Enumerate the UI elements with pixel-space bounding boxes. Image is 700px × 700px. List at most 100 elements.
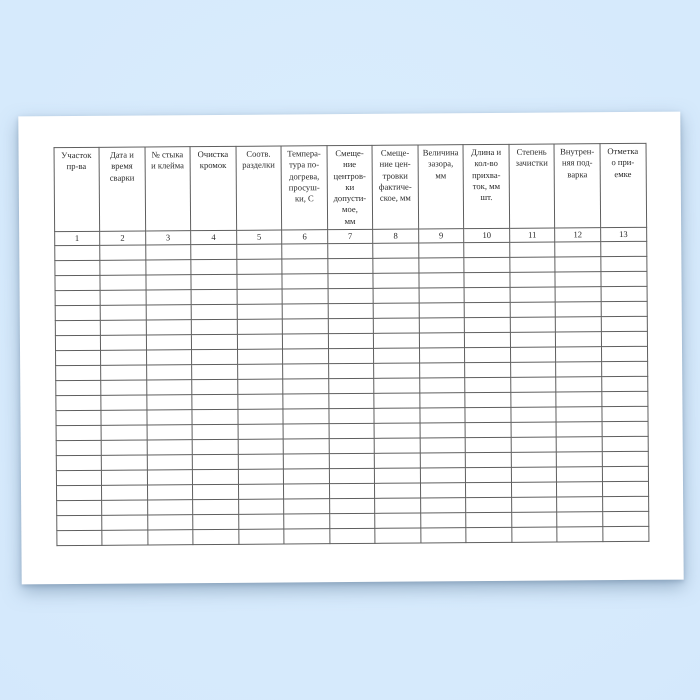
empty-cell <box>101 469 148 486</box>
empty-cell <box>327 258 374 274</box>
empty-cell <box>419 437 466 453</box>
column-number-11: 11 <box>509 228 556 243</box>
empty-cell <box>509 301 556 318</box>
empty-cell <box>511 496 558 513</box>
empty-cell <box>418 272 465 289</box>
empty-cell <box>282 363 329 380</box>
empty-cell <box>373 258 419 274</box>
empty-cell <box>327 318 374 334</box>
empty-cell <box>374 422 420 439</box>
empty-cell <box>465 407 511 423</box>
empty-cell <box>466 527 512 543</box>
empty-cell <box>54 275 101 291</box>
empty-cell <box>510 331 556 348</box>
empty-cell <box>237 393 284 410</box>
empty-cell <box>56 485 102 501</box>
empty-cell <box>510 346 556 363</box>
empty-cell <box>555 271 601 288</box>
column-number-12: 12 <box>554 227 601 243</box>
empty-cell <box>329 483 375 499</box>
empty-cell <box>282 273 328 290</box>
empty-cell <box>601 331 647 347</box>
welding-log-form-table: Участок пр-ва Дата и время сварки № стыка … <box>53 142 649 547</box>
empty-cell <box>555 331 602 347</box>
empty-cell <box>557 511 603 527</box>
empty-cell <box>511 511 558 528</box>
empty-cell <box>191 334 238 350</box>
empty-cell <box>465 377 511 393</box>
empty-cell <box>373 377 420 394</box>
empty-cell <box>146 454 193 470</box>
empty-cell <box>101 529 148 546</box>
empty-cell <box>237 334 283 350</box>
empty-cell <box>327 303 374 319</box>
empty-cell <box>465 497 512 513</box>
empty-cell <box>283 438 329 454</box>
empty-cell <box>191 319 238 335</box>
column-number-8: 8 <box>372 229 419 244</box>
column-header-2: Дата и время сварки <box>99 147 146 232</box>
empty-cell <box>465 467 512 483</box>
empty-cell <box>420 452 466 468</box>
empty-cell <box>283 408 329 424</box>
empty-cell <box>282 333 329 350</box>
empty-cell <box>145 244 191 261</box>
empty-cell <box>419 422 466 438</box>
empty-cell <box>191 364 238 380</box>
empty-cell <box>600 256 647 272</box>
empty-cell <box>602 481 649 497</box>
empty-cell <box>601 301 647 317</box>
empty-cell <box>237 453 284 470</box>
empty-cell <box>146 469 193 485</box>
empty-cell <box>146 379 192 396</box>
empty-cell <box>282 318 329 335</box>
empty-cell <box>601 421 648 437</box>
empty-cell <box>282 393 329 409</box>
empty-cell <box>100 320 146 336</box>
empty-cell <box>238 528 285 545</box>
empty-cell <box>192 454 239 470</box>
empty-cell <box>600 271 647 287</box>
empty-cell <box>556 496 603 512</box>
empty-cell <box>328 438 375 454</box>
empty-cell <box>237 408 284 425</box>
empty-cell <box>373 303 420 319</box>
empty-cell <box>372 243 419 259</box>
empty-cell <box>236 244 283 260</box>
empty-cell <box>100 395 147 411</box>
column-header-13: Отметка о при- емке <box>599 143 647 228</box>
empty-cell <box>374 482 421 499</box>
empty-cell <box>100 410 147 426</box>
empty-cell <box>465 422 511 438</box>
empty-cell <box>465 512 512 528</box>
empty-cell <box>464 242 510 258</box>
empty-cell <box>601 376 648 392</box>
empty-cell <box>464 362 511 378</box>
empty-cell <box>329 498 375 514</box>
empty-cell <box>374 437 421 454</box>
empty-cell <box>556 406 602 422</box>
empty-cell <box>146 424 193 440</box>
empty-cell <box>192 499 239 515</box>
empty-cell <box>420 527 467 543</box>
empty-cell <box>192 409 238 425</box>
empty-cell <box>510 391 557 408</box>
empty-cell <box>420 497 466 513</box>
empty-cell <box>373 273 419 289</box>
empty-cell <box>510 376 557 393</box>
empty-cell <box>510 316 556 333</box>
empty-cell <box>190 259 237 275</box>
empty-cell <box>236 274 283 290</box>
empty-cell <box>192 484 239 500</box>
empty-cell <box>556 451 603 467</box>
empty-cell <box>283 453 330 469</box>
empty-cell <box>556 376 602 392</box>
empty-cell <box>147 484 193 500</box>
empty-cell <box>147 499 193 515</box>
empty-cell <box>328 393 375 409</box>
empty-cell <box>281 243 328 260</box>
empty-cell <box>374 392 420 409</box>
empty-cell <box>557 526 603 542</box>
empty-cell <box>54 335 101 351</box>
empty-cell <box>283 528 330 544</box>
